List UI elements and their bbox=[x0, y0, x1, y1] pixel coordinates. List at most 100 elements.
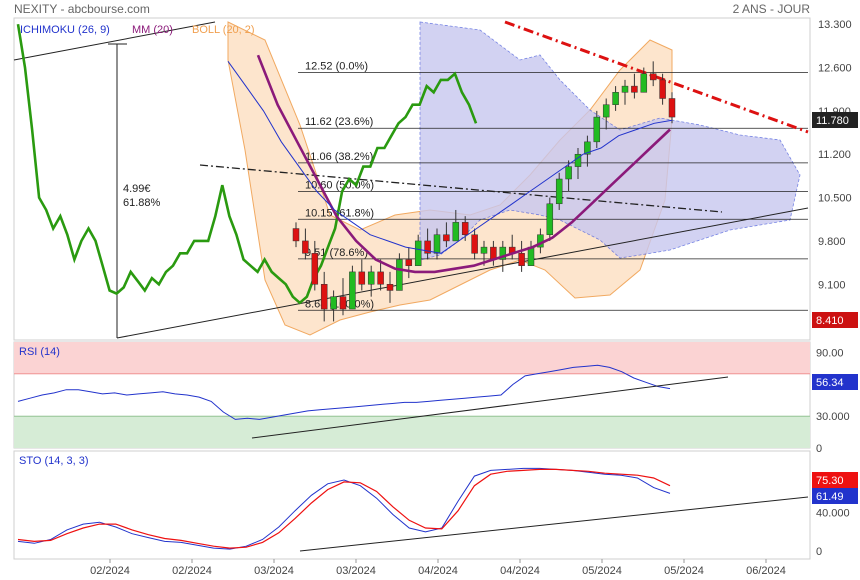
candle-up bbox=[433, 234, 441, 254]
fib-label: 9.51 (78.6%) bbox=[305, 247, 368, 259]
sto-tick-label: 0 bbox=[816, 546, 822, 558]
resistance-line bbox=[504, 20, 809, 134]
fib-label: 12.52 (0.0%) bbox=[305, 60, 368, 72]
trend-line-upper-left bbox=[13, 21, 216, 61]
candle-down bbox=[424, 240, 431, 254]
candle-up bbox=[480, 246, 488, 254]
annotation-amount: 4.99€ bbox=[123, 183, 151, 195]
x-tick-label: 04/2024 bbox=[418, 565, 458, 577]
candle-down bbox=[302, 240, 309, 254]
candle-up bbox=[414, 240, 422, 266]
candle-up bbox=[621, 85, 629, 93]
candle-down bbox=[518, 253, 525, 266]
sto-title: STO (14, 3, 3) bbox=[19, 455, 89, 467]
candle-up bbox=[584, 141, 591, 155]
candle-up bbox=[640, 73, 648, 93]
x-tick-label: 05/2024 bbox=[582, 565, 622, 577]
price-tick-label: 10.500 bbox=[818, 193, 852, 205]
ichimoku-line bbox=[227, 61, 673, 254]
price-tick-label: 11.200 bbox=[818, 149, 851, 161]
low-badge bbox=[812, 312, 858, 328]
candle-up bbox=[349, 271, 356, 310]
price-tick-label: 9.800 bbox=[818, 236, 846, 248]
candle-down bbox=[292, 228, 300, 242]
rsi-value-badge bbox=[812, 374, 858, 390]
x-tick-label: 03/2024 bbox=[254, 565, 294, 577]
low-value: 8.410 bbox=[816, 315, 844, 327]
last-price-value: 11.780 bbox=[816, 115, 849, 127]
candle-up bbox=[396, 259, 403, 291]
rsi-oversold-zone bbox=[14, 416, 810, 448]
price-close-line bbox=[16, 23, 478, 305]
sto-k-badge bbox=[812, 488, 858, 504]
rsi-14-line bbox=[17, 364, 671, 420]
candles bbox=[292, 61, 676, 322]
candle-down bbox=[471, 234, 478, 254]
rsi-line bbox=[17, 364, 729, 439]
rsi-tick-label: 90.00 bbox=[816, 348, 844, 360]
candle-up bbox=[565, 166, 572, 180]
rsi-title: RSI (14) bbox=[19, 346, 60, 358]
candle-down bbox=[649, 73, 657, 81]
candle-down bbox=[386, 284, 394, 291]
candle-up bbox=[602, 104, 610, 118]
sto-tick-label: 40.000 bbox=[816, 508, 850, 520]
candle-up bbox=[555, 178, 563, 205]
last-price-badge bbox=[812, 112, 858, 128]
candle-down bbox=[311, 253, 319, 285]
candle-up bbox=[330, 296, 337, 310]
sto-trend-line bbox=[299, 496, 809, 552]
rsi-trend-line bbox=[251, 376, 729, 439]
axes: 13.30012.60011.90011.20010.5009.8009.100… bbox=[90, 19, 852, 577]
ichimoku-kijun-line bbox=[227, 61, 673, 254]
candle-down bbox=[320, 284, 328, 310]
candle-up bbox=[593, 116, 601, 143]
sto-d-value: 75.30 bbox=[816, 475, 844, 487]
price-line bbox=[16, 23, 478, 305]
candle-up bbox=[527, 246, 535, 266]
chart-title: NEXITY - abcbourse.com bbox=[14, 2, 150, 16]
sto-d-badge bbox=[812, 472, 858, 488]
candle-down bbox=[443, 234, 450, 242]
sto-d-line bbox=[17, 468, 671, 549]
rsi-tick-label: 0 bbox=[816, 443, 822, 455]
price-tick-label: 12.600 bbox=[818, 63, 852, 75]
price-tick-label: 13.300 bbox=[818, 19, 852, 31]
rsi-zones bbox=[14, 342, 810, 448]
sto-k-value: 61.49 bbox=[816, 491, 844, 503]
x-tick-label: 04/2024 bbox=[500, 565, 540, 577]
legend-bollinger: BOLL (20, 2) bbox=[192, 24, 255, 36]
candle-down bbox=[631, 85, 638, 93]
support-trend-line bbox=[116, 207, 809, 339]
rsi-overbought-zone bbox=[14, 342, 810, 374]
x-tick-label: 06/2024 bbox=[746, 565, 786, 577]
trend-lines bbox=[13, 20, 809, 339]
x-tick-label: 02/2024 bbox=[90, 565, 130, 577]
sto-panel bbox=[13, 450, 811, 560]
x-tick-label: 03/2024 bbox=[336, 565, 376, 577]
legend-ichimoku: ICHIMOKU (26, 9) bbox=[20, 24, 110, 36]
candle-down bbox=[358, 271, 366, 285]
dashdot-trend-line bbox=[199, 164, 723, 213]
candle-down bbox=[659, 79, 666, 99]
annotation-percent: 61.88% bbox=[123, 197, 161, 209]
candle-up bbox=[499, 246, 507, 260]
candle-down bbox=[461, 222, 469, 235]
candle-up bbox=[452, 222, 460, 242]
candle-down bbox=[377, 271, 384, 285]
x-tick-label: 05/2024 bbox=[664, 565, 704, 577]
x-tick-label: 02/2024 bbox=[172, 565, 212, 577]
candle-up bbox=[612, 92, 619, 105]
legend-ma: MM (20) bbox=[132, 24, 173, 36]
rsi-value: 56.34 bbox=[816, 377, 844, 389]
rsi-tick-label: 30.000 bbox=[816, 411, 850, 423]
price-tick-label: 9.100 bbox=[818, 279, 846, 291]
fib-label: 11.06 (38.2%) bbox=[305, 151, 373, 163]
ma-20-line bbox=[256, 54, 671, 274]
fib-label: 11.62 (23.6%) bbox=[305, 116, 373, 128]
candle-up bbox=[367, 271, 375, 285]
stochastic-lines bbox=[17, 467, 809, 552]
period-label: 2 ANS - JOUR bbox=[733, 2, 811, 16]
candle-down bbox=[405, 259, 413, 266]
